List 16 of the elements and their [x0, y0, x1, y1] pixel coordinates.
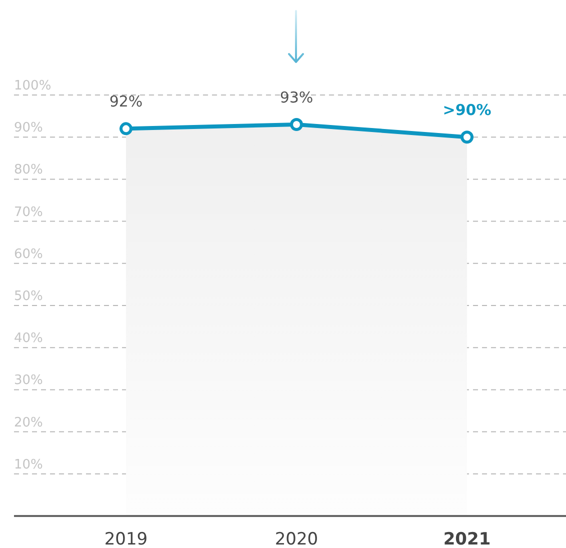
y-tick-label: 10%	[14, 457, 43, 472]
y-tick-label: 40%	[14, 331, 43, 346]
y-tick-label: 60%	[14, 246, 43, 262]
data-label: 93%	[280, 88, 314, 106]
y-tick-label: 20%	[14, 415, 43, 430]
y-tick-label: 30%	[14, 373, 43, 388]
x-tick-label: 2020	[274, 530, 318, 548]
y-tick-label: 50%	[14, 289, 43, 304]
x-tick-label: 2019	[104, 530, 148, 548]
y-tick-label: 90%	[14, 120, 43, 136]
x-tick-label: 2021	[443, 530, 491, 548]
data-label: 92%	[109, 92, 143, 111]
y-tick-label: 100%	[14, 78, 52, 94]
y-tick-label: 80%	[14, 162, 43, 178]
y-tick-label: 70%	[14, 204, 43, 220]
data-label: >90%	[442, 101, 492, 120]
